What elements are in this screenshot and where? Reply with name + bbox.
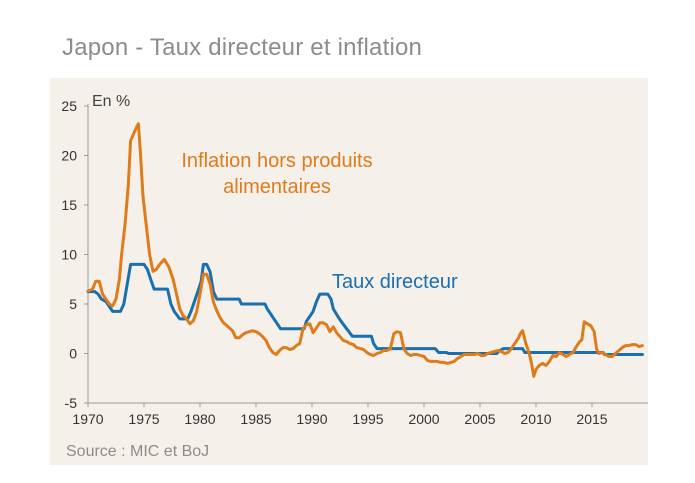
annotation-inflation: Inflation hors produits alimentaires [181,150,372,198]
y-tick-label: 5 [69,296,77,312]
x-tick-label: 1980 [184,411,215,427]
series-line-inflation [86,122,644,378]
axes [87,104,648,404]
source-note: Source : MIC et BoJ [66,443,210,460]
x-tick-label: 2015 [576,411,607,427]
x-tick-label: 2005 [464,411,495,427]
y-tick-label: 20 [61,148,77,164]
y-tick-label: 25 [61,98,77,114]
y-tick-label: 15 [61,197,77,213]
x-tick-label: 2000 [408,411,439,427]
y-ticks: -5 0 5 10 15 20 25 [61,98,88,411]
x-tick-label: 1970 [72,411,103,427]
y-tick-label: 0 [69,346,77,362]
y-tick-label: -5 [65,395,78,411]
y-axis-label: En % [92,93,130,110]
x-tick-label: 1985 [240,411,271,427]
chart-title: Japon - Taux directeur et inflation [62,34,423,61]
x-ticks: 1970 1975 1980 1985 1990 1995 2000 2005 2010 2015 [72,403,608,427]
x-tick-label: 2010 [520,411,551,427]
series-line-policy-rate [86,262,644,356]
annotation-inflation-line-2: alimentaires [223,176,331,198]
annotation-policy-rate: Taux directeur [332,271,458,293]
x-tick-label: 1990 [296,411,327,427]
y-tick-label: 10 [61,247,77,263]
x-tick-label: 1995 [352,411,383,427]
annotation-inflation-line-1: Inflation hors produits [181,150,372,172]
x-tick-label: 1975 [128,411,159,427]
